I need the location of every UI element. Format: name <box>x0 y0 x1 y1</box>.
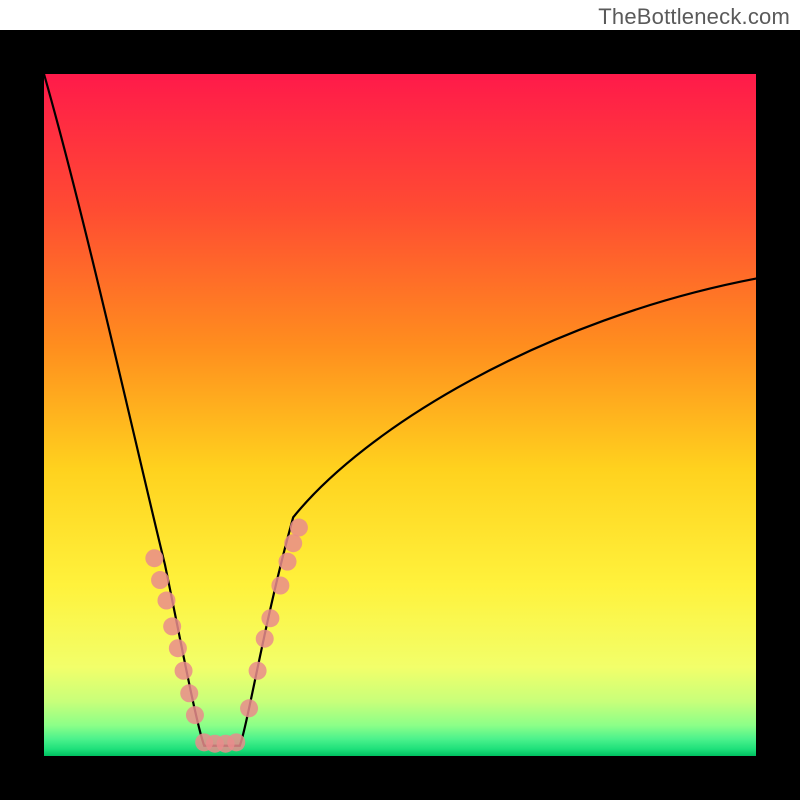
marker-dot <box>175 662 193 680</box>
watermark-text: TheBottleneck.com <box>598 4 790 30</box>
marker-dot <box>249 662 267 680</box>
marker-dot <box>169 639 187 657</box>
marker-dot <box>284 534 302 552</box>
marker-dot <box>227 733 245 751</box>
marker-dot <box>145 549 163 567</box>
marker-dot <box>290 519 308 537</box>
chart-root: TheBottleneck.com <box>0 0 800 800</box>
marker-dot <box>151 571 169 589</box>
marker-dot <box>180 684 198 702</box>
marker-dot <box>186 706 204 724</box>
marker-dot <box>256 630 274 648</box>
marker-dot <box>271 577 289 595</box>
marker-dot <box>157 592 175 610</box>
marker-dot <box>261 609 279 627</box>
marker-dot <box>279 553 297 571</box>
chart-svg <box>0 0 800 800</box>
marker-dot <box>240 699 258 717</box>
gradient-background <box>44 74 756 756</box>
marker-dot <box>163 617 181 635</box>
